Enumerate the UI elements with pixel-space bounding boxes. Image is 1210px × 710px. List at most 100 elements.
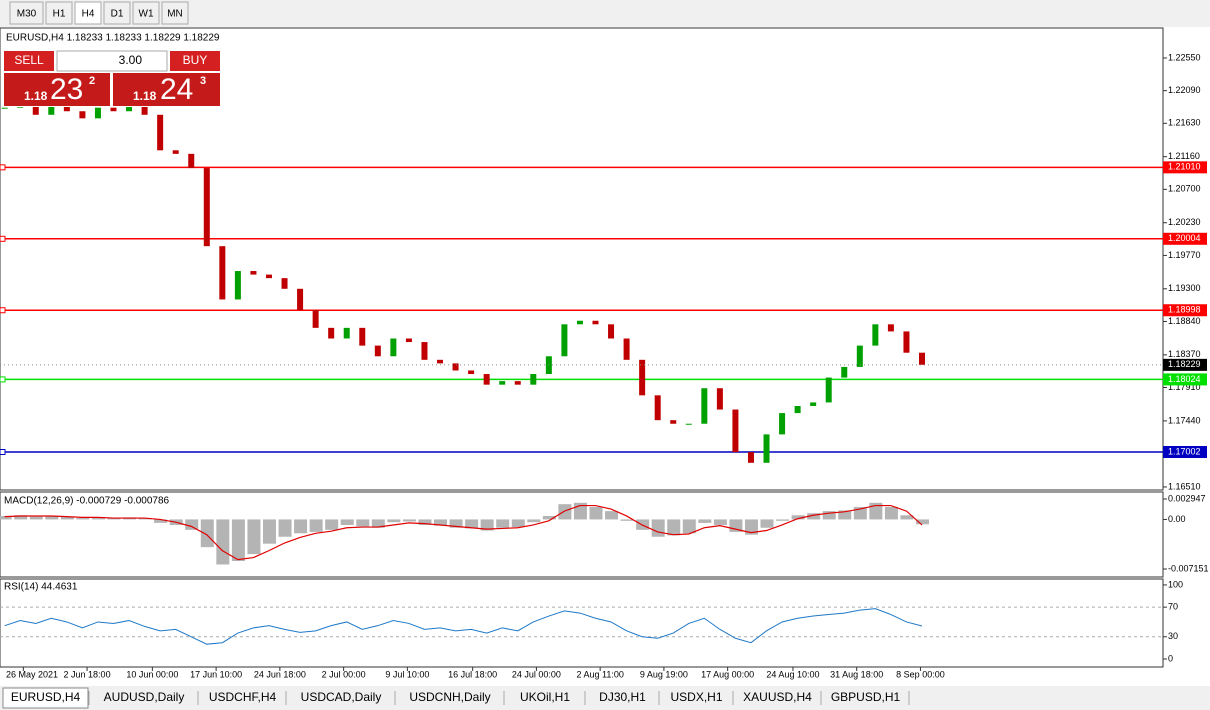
sell-price-sup: 2 [89, 75, 95, 87]
candle [639, 359, 646, 396]
macd-bar [418, 519, 432, 525]
timeframe-button[interactable] [74, 1, 102, 25]
y-tick-label: 0 [1168, 653, 1173, 663]
macd-bar [542, 515, 556, 520]
candle [1, 107, 8, 109]
macd-bar [107, 518, 121, 520]
tab[interactable] [397, 688, 503, 708]
macd-bar [14, 515, 28, 520]
candle [608, 324, 615, 339]
level-tag-label: 1.20004 [1168, 233, 1201, 243]
candle [48, 100, 55, 115]
macd-bar [776, 519, 790, 521]
trade-panel: SELL 3.00 BUY 1.18 23 2 1.18 24 3 [3, 50, 221, 107]
x-tick-label: 24 Jul 00:00 [512, 669, 561, 679]
candle [810, 402, 817, 406]
candle [32, 104, 39, 115]
x-tick-label: 16 Jul 18:00 [448, 669, 497, 679]
y-tick-label: 1.18370 [1168, 349, 1201, 359]
y-tick-label: 1.22550 [1168, 52, 1201, 62]
x-tick-label: 9 Jul 10:00 [385, 669, 429, 679]
timeframe-button[interactable] [45, 1, 73, 25]
candle [157, 114, 164, 151]
candle [654, 395, 661, 421]
timeframe-label: H4 [82, 9, 95, 20]
x-tick-label: 24 Jun 18:00 [254, 669, 306, 679]
timeframe-button[interactable] [132, 1, 160, 25]
sell-price-box[interactable] [4, 73, 110, 106]
candle [312, 310, 319, 328]
candle [483, 374, 490, 385]
current-price-label: 1.18229 [1168, 359, 1201, 369]
macd-bar [434, 519, 448, 526]
macd-bar [185, 519, 199, 530]
tab[interactable] [735, 688, 820, 708]
candle [188, 153, 195, 169]
macd-bar [278, 519, 292, 537]
tab[interactable] [91, 688, 197, 708]
macd-bar [605, 511, 619, 520]
tab[interactable] [506, 688, 584, 708]
candle [716, 388, 723, 410]
tab-label: USDCNH,Daily [409, 690, 490, 704]
y-tick-label: 0.00 [1168, 514, 1186, 524]
volume: 3.00 [119, 53, 143, 67]
macd-bar [620, 519, 634, 521]
rsi-header: RSI(14) 44.4631 [4, 582, 78, 593]
candle [343, 327, 350, 339]
candle [685, 423, 692, 425]
tab[interactable] [823, 688, 908, 708]
buy-button[interactable] [170, 51, 220, 71]
tab-label: USDCAD,Daily [301, 690, 382, 704]
candle [405, 338, 412, 343]
timeframe-button[interactable] [9, 1, 44, 25]
sell-price-prefix: 1.18 [24, 89, 48, 103]
tab-label: USDCHF,H4 [209, 690, 277, 704]
level-tag-label: 1.21010 [1168, 162, 1201, 172]
tab[interactable] [288, 688, 394, 708]
x-tick-label: 8 Sep 00:00 [896, 669, 945, 679]
x-tick-label: 2 Jun 18:00 [64, 669, 111, 679]
candle [872, 324, 879, 346]
candle [592, 320, 599, 325]
candle [421, 342, 428, 360]
macd-bar [138, 518, 152, 520]
candle [234, 271, 241, 300]
timeframe-button[interactable] [161, 1, 189, 25]
candle [203, 168, 210, 247]
tab[interactable] [661, 688, 732, 708]
tab[interactable] [2, 687, 89, 709]
candle [172, 150, 179, 154]
candle [747, 452, 754, 463]
x-tick-label: 17 Jun 10:00 [190, 669, 242, 679]
macd-bar [60, 516, 74, 520]
y-tick-label: 1.19300 [1168, 283, 1201, 293]
buy-price-box[interactable] [113, 73, 220, 106]
tab[interactable] [587, 688, 658, 708]
sell-button[interactable] [4, 51, 54, 71]
tab-label: GBPUSD,H1 [831, 690, 901, 704]
macd-bar [465, 519, 479, 529]
macd-bar [200, 519, 214, 548]
macd-bar [682, 519, 696, 534]
x-tick-label: 10 Jun 00:00 [126, 669, 178, 679]
level-handle [0, 164, 6, 171]
candle [919, 352, 926, 365]
macd-bar [309, 519, 323, 532]
tab[interactable] [200, 688, 285, 708]
macd-bar [900, 515, 914, 520]
candle [141, 104, 148, 115]
tab-label: DJ30,H1 [599, 690, 646, 704]
y-tick-label: 30 [1168, 631, 1178, 641]
candle [390, 338, 397, 357]
timeframe-label: MN [167, 9, 183, 20]
tab-label: AUDUSD,Daily [104, 690, 185, 704]
candle [856, 345, 863, 367]
y-tick-label: 1.21160 [1168, 151, 1200, 161]
volume-box[interactable] [56, 50, 168, 72]
timeframe-button[interactable] [103, 1, 131, 25]
candle [468, 370, 475, 375]
x-tick-label: 31 Aug 18:00 [830, 669, 883, 679]
macd-bar [356, 519, 370, 527]
